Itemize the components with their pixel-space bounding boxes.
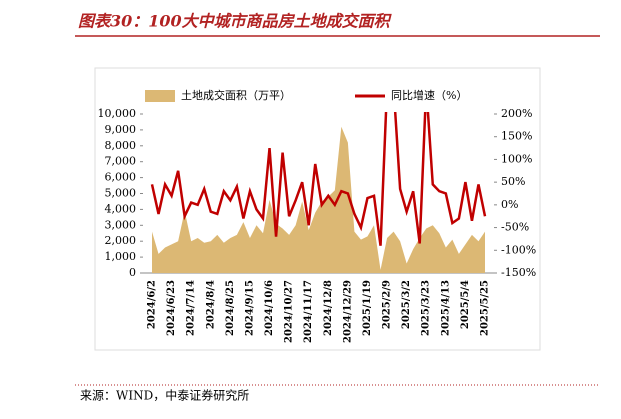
x-tick-label: 2025/3/23	[421, 280, 432, 336]
y-tick-label: 3,000	[105, 218, 137, 231]
y-tick-label: 4,000	[105, 202, 137, 215]
x-tick-label: 2025/1/19	[362, 280, 373, 336]
legend-label: 土地成交面积（万平）	[181, 88, 291, 102]
y-tick-label: 7,000	[105, 155, 137, 168]
legend-swatch	[145, 90, 175, 102]
x-tick-label: 2025/2/9	[382, 280, 393, 329]
y2-tick-label: -100%	[501, 243, 536, 256]
y2-tick-label: -150%	[501, 266, 536, 279]
x-tick-label: 2025/4/13	[440, 280, 451, 336]
y-tick-label: 5,000	[105, 187, 137, 200]
title: 图表30：100大中城市商品房土地成交面积	[78, 12, 393, 31]
x-tick-label: 2024/7/14	[186, 280, 197, 336]
y-tick-label: 1,000	[105, 250, 137, 263]
x-tick-label: 2024/8/25	[225, 280, 236, 336]
x-tick-label: 2024/10/6	[264, 280, 275, 336]
y-tick-label: 9,000	[105, 123, 137, 136]
chart-frame	[94, 67, 541, 351]
x-tick-label: 2025/5/25	[480, 280, 491, 336]
y2-tick-label: 100%	[501, 152, 532, 165]
y-tick-label: 10,000	[98, 107, 137, 120]
y2-tick-label: 50%	[501, 175, 525, 188]
y-tick-label: 8,000	[105, 139, 137, 152]
x-tick-label: 2024/6/23	[166, 280, 177, 336]
x-tick-label: 2024/12/8	[323, 280, 334, 336]
y2-tick-label: 150%	[501, 130, 532, 143]
legend-label: 同比增速（%）	[391, 88, 467, 102]
x-tick-label: 2024/8/4	[205, 280, 216, 329]
x-tick-label: 2025/3/2	[401, 280, 412, 329]
plot: 0 1,000 2,000 3,000 4,000 5,000 6,000 7,000 8,00…	[98, 88, 537, 343]
y2-tick-label: 200%	[501, 107, 532, 120]
x-tick-label: 2024/9/15	[244, 280, 255, 336]
y-tick-label: 6,000	[105, 171, 137, 184]
x-tick-label: 2024/11/17	[303, 280, 314, 343]
x-tick-label: 2025/5/4	[460, 280, 471, 329]
x-tick-label: 2024/10/27	[284, 280, 295, 343]
area-series	[152, 126, 485, 273]
x-tick-label: 2024/6/2	[147, 280, 158, 329]
line-series	[150, 112, 487, 246]
y-tick-label: 0	[129, 266, 136, 279]
plot-clip	[150, 112, 487, 273]
y-tick-label: 2,000	[105, 234, 137, 247]
y2-tick-label: 0%	[501, 198, 518, 211]
y2-tick-label: -50%	[501, 221, 529, 234]
x-tick-label: 2024/12/29	[342, 280, 353, 343]
source: 来源：WIND，中泰证券研究所	[80, 388, 249, 403]
